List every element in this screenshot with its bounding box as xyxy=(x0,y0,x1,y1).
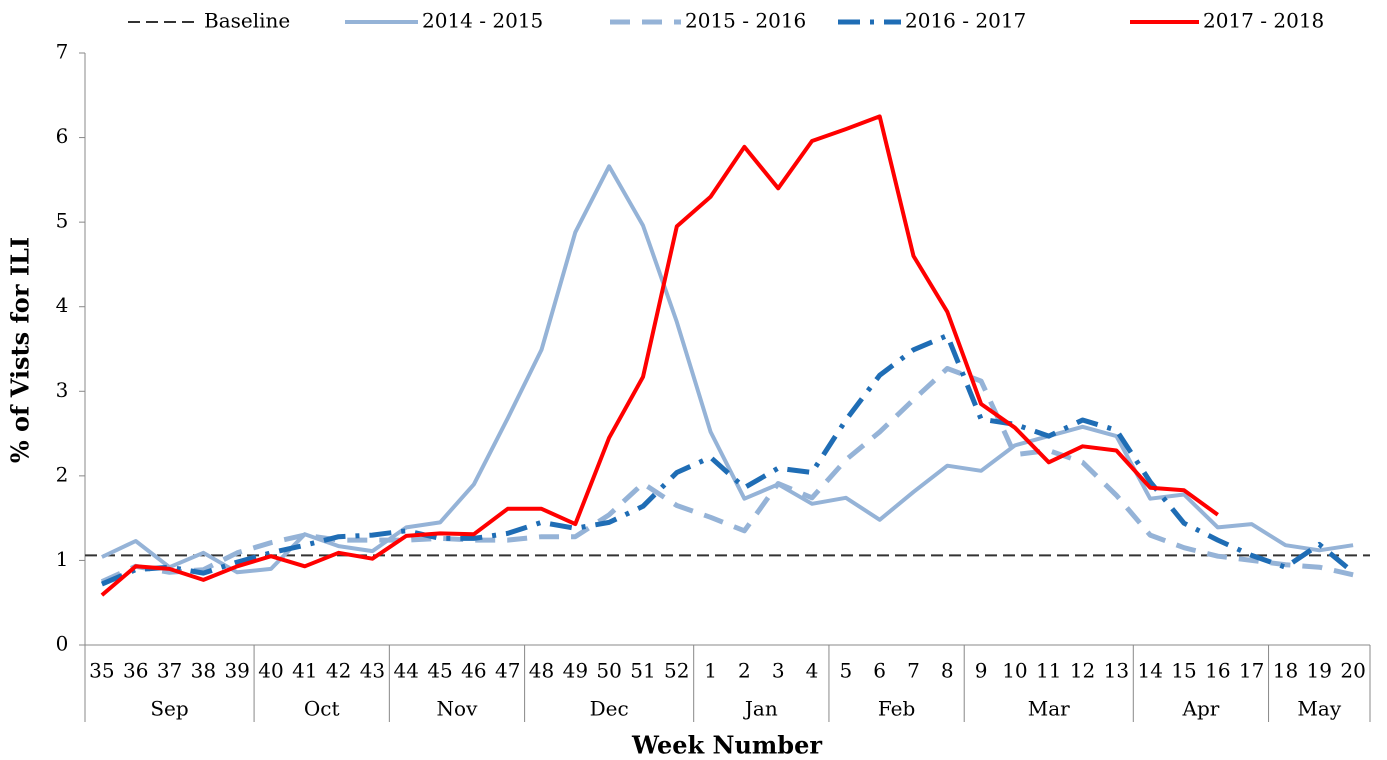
x-tick-label: 4 xyxy=(806,659,819,683)
group-label: Nov xyxy=(437,697,479,721)
x-tick-label: 43 xyxy=(360,659,385,683)
x-tick-label: 16 xyxy=(1205,659,1230,683)
y-tick-label: 0 xyxy=(56,632,69,656)
x-tick-label: 49 xyxy=(563,659,588,683)
x-tick-label: 11 xyxy=(1036,659,1061,683)
x-tick-label: 5 xyxy=(839,659,852,683)
x-tick-label: 14 xyxy=(1137,659,1162,683)
y-tick-label: 2 xyxy=(56,462,69,486)
x-tick-label: 36 xyxy=(123,659,148,683)
x-tick-label: 20 xyxy=(1340,659,1365,683)
x-tick-label: 1 xyxy=(704,659,717,683)
group-label: Feb xyxy=(878,697,915,721)
group-label: Apr xyxy=(1182,697,1220,721)
y-tick-label: 6 xyxy=(56,124,69,148)
x-tick-label: 52 xyxy=(664,659,689,683)
y-tick-label: 4 xyxy=(56,293,69,317)
group-label: Dec xyxy=(590,697,629,721)
x-tick-label: 38 xyxy=(191,659,216,683)
group-label: Jan xyxy=(743,697,778,721)
x-tick-label: 37 xyxy=(157,659,182,683)
x-tick-label: 17 xyxy=(1239,659,1264,683)
x-tick-label: 42 xyxy=(326,659,351,683)
x-tick-label: 2 xyxy=(738,659,751,683)
legend-label: 2014 - 2015 xyxy=(422,9,543,33)
series-line xyxy=(101,164,1354,575)
y-tick-label: 3 xyxy=(56,378,69,402)
x-tick-label: 46 xyxy=(461,659,486,683)
x-tick-label: 18 xyxy=(1273,659,1298,683)
x-tick-label: 51 xyxy=(630,659,655,683)
y-axis-title: % of Vists for ILI xyxy=(6,237,35,463)
y-tick-label: 5 xyxy=(56,209,69,233)
x-tick-label: 35 xyxy=(89,659,114,683)
x-tick-label: 39 xyxy=(224,659,249,683)
x-tick-label: 12 xyxy=(1070,659,1095,683)
x-tick-label: 8 xyxy=(941,659,954,683)
y-tick-label: 1 xyxy=(56,547,69,571)
legend-label: Baseline xyxy=(204,9,290,33)
legend-label: 2017 - 2018 xyxy=(1203,9,1324,33)
x-tick-label: 50 xyxy=(596,659,621,683)
x-tick-label: 48 xyxy=(529,659,554,683)
legend-label: 2016 - 2017 xyxy=(905,9,1026,33)
x-tick-label: 9 xyxy=(975,659,988,683)
group-label: Oct xyxy=(304,697,340,721)
series-line xyxy=(100,333,1355,587)
x-tick-label: 47 xyxy=(495,659,520,683)
group-label: Sep xyxy=(150,697,188,721)
x-tick-label: 15 xyxy=(1171,659,1196,683)
legend-label: 2015 - 2016 xyxy=(685,9,806,33)
group-label: Mar xyxy=(1028,697,1070,721)
series-line xyxy=(100,114,1219,597)
x-axis-title: Week Number xyxy=(631,731,822,760)
x-tick-label: 19 xyxy=(1307,659,1332,683)
y-tick-label: 7 xyxy=(56,40,69,64)
x-tick-label: 41 xyxy=(292,659,317,683)
x-tick-label: 40 xyxy=(258,659,283,683)
group-label: May xyxy=(1297,697,1341,721)
x-tick-label: 7 xyxy=(907,659,920,683)
x-tick-label: 13 xyxy=(1104,659,1129,683)
x-tick-label: 10 xyxy=(1002,659,1027,683)
x-tick-label: 44 xyxy=(394,659,419,683)
x-tick-label: 6 xyxy=(873,659,886,683)
x-tick-label: 3 xyxy=(772,659,785,683)
x-tick-label: 45 xyxy=(427,659,452,683)
